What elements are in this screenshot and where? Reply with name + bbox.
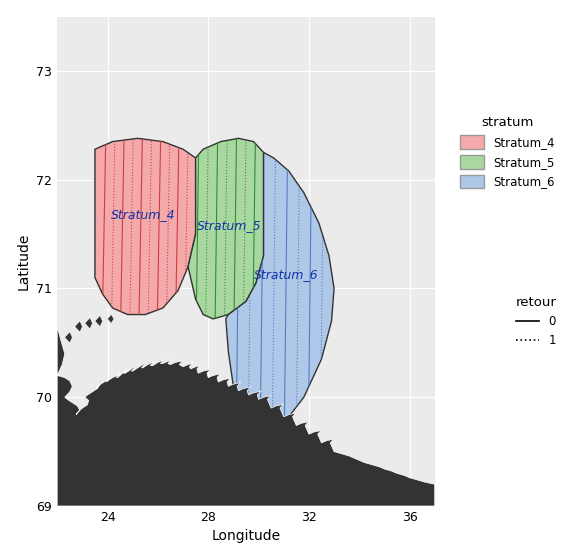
Polygon shape [85,318,93,329]
Text: Stratum_5: Stratum_5 [197,218,262,232]
Polygon shape [65,332,72,343]
Polygon shape [226,152,334,428]
Polygon shape [75,321,82,332]
Text: Stratum_4: Stratum_4 [110,208,175,221]
Polygon shape [95,316,102,327]
Polygon shape [95,139,196,315]
Text: Stratum_6: Stratum_6 [254,267,319,280]
Legend: 0, 1: 0, 1 [511,292,561,352]
Polygon shape [188,139,264,319]
Y-axis label: Latitude: Latitude [17,233,31,290]
Polygon shape [108,315,114,323]
Polygon shape [57,327,435,506]
X-axis label: Longitude: Longitude [212,530,280,543]
